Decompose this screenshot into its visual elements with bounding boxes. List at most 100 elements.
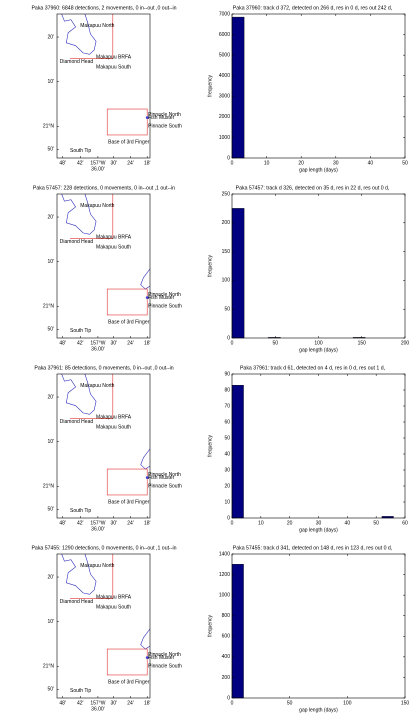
place-label: Makapuu North	[80, 383, 114, 389]
y-tick-label: 3000	[219, 94, 230, 100]
lon-tick-label: 24'	[127, 520, 134, 526]
place-label: Diamond Head	[60, 419, 94, 425]
x-tick-label: 100	[343, 700, 352, 706]
lon-tick-label: 24'	[127, 160, 134, 166]
x-axis-label: gap length (days)	[299, 707, 338, 713]
y-tick-label: 80	[224, 387, 230, 393]
lon-tick-label: 24'	[127, 340, 134, 346]
lon-tick-label: 30'	[110, 520, 117, 526]
place-label: Diamond Head	[60, 59, 94, 65]
place-label: Fish Muster	[148, 655, 174, 661]
lon-tick-label: 48'	[59, 160, 66, 166]
y-axis-label: frequency	[207, 615, 213, 637]
coastline-east	[140, 448, 151, 470]
place-label: Makapuu BRFA	[96, 595, 132, 601]
lon-tick-label: 48'	[59, 520, 66, 526]
x-tick-label: 40	[368, 160, 374, 166]
coastline	[61, 13, 97, 55]
lon-tick-label: 42'	[77, 340, 84, 346]
y-tick-label: 10	[224, 499, 230, 505]
x-tick-label: 150	[401, 700, 410, 706]
x-axis-label: gap length (days)	[299, 527, 338, 533]
map-panel: Paka 57455: 1290 detections, 0 movements…	[31, 545, 182, 712]
map-panel: Paka 37960: 6848 detections, 2 movements…	[31, 5, 182, 172]
lon-tick-label: 30'	[110, 160, 117, 166]
y-tick-label: 1000	[219, 135, 230, 141]
lon-tick-label: 157°W	[90, 700, 105, 706]
lat-tick-label: 10'	[47, 79, 54, 85]
x-tick-label: 40	[345, 520, 351, 526]
lat-tick-label: 21°N	[43, 304, 55, 310]
y-axis-label: frequency	[207, 435, 213, 457]
lon-tick-label: 157°W	[90, 160, 105, 166]
lon-tick-label: 157°W	[90, 340, 105, 346]
map-panel: Paka 37961: 85 detections, 0 movements, …	[34, 365, 182, 532]
x-tick-label: 60	[402, 520, 408, 526]
chart-title: Paka 57457: track d 326, detected on 35 …	[236, 185, 390, 191]
place-label: South Tip	[70, 148, 91, 154]
place-label: Makapuu BRFA	[96, 235, 132, 241]
lat-tick-label: 50'	[47, 507, 54, 513]
place-label: Makapuu North	[80, 203, 114, 209]
place-label: Fish Muster	[148, 475, 174, 481]
y-tick-label: 0	[227, 515, 230, 521]
map-frame	[56, 553, 151, 699]
lon-tick-label: 157°W	[90, 520, 105, 526]
x-tick-label: 0	[231, 700, 234, 706]
y-tick-label: 200	[222, 220, 231, 226]
x-tick-label: 0	[231, 160, 234, 166]
place-label: Makapuu South	[96, 245, 131, 251]
chart-title: Paka 37960: track d 372, detected on 266…	[233, 5, 392, 11]
histogram-bar	[231, 564, 244, 699]
y-tick-label: 30	[224, 467, 230, 473]
lat-tick-label: 21°N	[43, 484, 55, 490]
receiver-box	[106, 468, 148, 496]
x-tick-label: 200	[401, 340, 410, 346]
coastline	[61, 553, 97, 595]
lat-tick-label: 20'	[47, 34, 54, 40]
receiver-box	[106, 288, 148, 316]
x-tick-label: 10	[258, 520, 264, 526]
histogram-panel: Paka 57457: track d 326, detected on 35 …	[207, 185, 409, 353]
map-title: Paka 57457: 228 detections, 0 movements,…	[33, 185, 175, 191]
y-tick-label: 40	[224, 451, 230, 457]
axes-frame	[231, 553, 406, 699]
place-label: Pinnacle North	[148, 652, 181, 658]
lon-tick-label: 42'	[77, 160, 84, 166]
receiver-box	[106, 108, 148, 136]
lat-tick-label: 10'	[47, 259, 54, 265]
y-tick-label: 50	[224, 435, 230, 441]
lat-tick-label: 21°N	[43, 124, 55, 130]
y-tick-label: 0	[227, 695, 230, 701]
place-label: Fish Muster	[148, 115, 174, 121]
coastline-east	[140, 628, 151, 650]
receiver-box	[106, 648, 148, 676]
place-label: Pinnacle South	[148, 124, 182, 130]
lon-tick-label: 24'	[127, 700, 134, 706]
y-axis-label: frequency	[207, 255, 213, 277]
y-axis-label: frequency	[207, 75, 213, 97]
lat-tick-label: 50'	[47, 147, 54, 153]
histogram-panel: Paka 37960: track d 372, detected on 266…	[207, 5, 408, 173]
x-tick-label: 50	[287, 700, 293, 706]
lat-tick-label: 50'	[47, 687, 54, 693]
y-tick-label: 20	[224, 483, 230, 489]
brfa-boundary	[70, 554, 114, 599]
place-label: Fish Muster	[148, 295, 174, 301]
y-tick-label: 4000	[219, 73, 230, 79]
lon-tick-label: 18'	[144, 160, 151, 166]
map-frame	[56, 373, 151, 519]
map-panel: Paka 57457: 228 detections, 0 movements,…	[33, 185, 182, 352]
y-tick-label: 1400	[219, 551, 230, 557]
x-tick-label: 20	[287, 520, 293, 526]
map-frame	[56, 13, 151, 159]
y-tick-label: 70	[224, 403, 230, 409]
y-tick-label: 0	[227, 335, 230, 341]
lon-tick-label: 30'	[110, 340, 117, 346]
lat-tick-label: 21°N	[43, 664, 55, 670]
lon-tick-label: 48'	[59, 700, 66, 706]
lon-tick-label: 18'	[144, 520, 151, 526]
place-label: Pinnacle South	[148, 664, 182, 670]
chart-title: Paka 37961: track d 61, detected on 4 d,…	[240, 365, 385, 371]
